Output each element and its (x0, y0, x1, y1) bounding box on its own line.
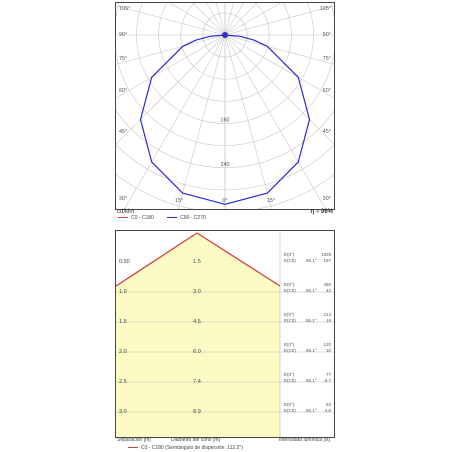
polar-center-marker (222, 32, 228, 38)
efficiency-label: η = 96% (310, 209, 333, 215)
col-label-separation: Separación [m] (117, 437, 151, 443)
legend-swatch-c0 (118, 216, 128, 219)
angle-label-left: 30° (119, 196, 127, 202)
cone-ec-label: E(C0) (284, 378, 296, 383)
cone-e0-label: E(0°) (284, 342, 295, 347)
cone-separation: 2.5 (119, 379, 127, 385)
angle-label-right: 30° (323, 196, 331, 202)
cone-ec-angle: 56.1° (306, 378, 317, 383)
polar-spoke (224, 3, 282, 36)
cone-ec-value: 42 (326, 288, 332, 293)
cone-diameter: 8.9 (193, 409, 201, 415)
polar-legend: C0 - C180 C90 - C270 (118, 215, 218, 221)
angle-label-right: 75° (323, 56, 331, 62)
cone-ec-label: E(C0) (284, 288, 296, 293)
radial-tick-label: 160 (220, 118, 229, 124)
cone-separation: 3.0 (119, 409, 127, 415)
angle-label-right: 60° (323, 88, 331, 94)
cone-e0-label: E(0°) (284, 252, 295, 257)
angle-label-right: 105° (320, 6, 331, 12)
cone-separation: 1.5 (119, 319, 127, 325)
cone-ec-value: 19 (326, 318, 332, 323)
angle-label-left: 15° (175, 198, 183, 204)
col-label-diameter: Diámetro del cono [m] (171, 437, 220, 443)
cone-separation: 0.50 (119, 259, 130, 265)
cone-e0-value: 53 (326, 402, 332, 407)
polar-spoke (116, 34, 226, 65)
polar-spoke (116, 5, 226, 36)
cone-ec-value: 6.7 (325, 378, 332, 383)
col-label-intensity: Intensidad lumínica [lx] (279, 437, 330, 443)
cone-line-right (196, 232, 281, 287)
angle-label-right: 45° (323, 129, 331, 135)
legend-swatch-c90 (167, 216, 178, 219)
cone-ec-angle: 56.1° (306, 408, 317, 413)
cone-diameter: 1.5 (193, 259, 201, 265)
polar-spoke (224, 34, 272, 209)
cone-e0-label: E(0°) (284, 312, 295, 317)
cone-diameter: 7.4 (193, 379, 201, 385)
polar-diagram: 105° 90° 75° 60° 45° 30° 15° 105° 90° 75° 60° 45° 30… (115, 2, 335, 210)
polar-spoke (224, 5, 334, 36)
cone-legend-label: C0 - C180 (Semiángulo de dispersión: 112… (141, 445, 243, 451)
cone-ec-label: E(C0) (284, 408, 296, 413)
cone-e0-value: 1929 (321, 252, 332, 257)
polar-grid (116, 3, 334, 209)
cone-diagram-panel: 0.50 1.5 E(0°) 1929 E(C0) 56.1° 167 1.0 3.0 E(0°)… (115, 230, 335, 438)
cone-ec-angle: 56.1° (306, 288, 317, 293)
cone-separation: 1.0 (119, 289, 127, 295)
cone-fill (116, 233, 280, 437)
angle-label-right: 90° (323, 32, 331, 38)
cone-ec-value: 4.6 (325, 408, 332, 413)
cone-e0-value: 120 (323, 342, 331, 347)
cone-ec-label: E(C0) (284, 258, 296, 263)
cone-ec-angle: 56.1° (306, 258, 317, 263)
cone-e0-value: 77 (326, 372, 332, 377)
legend-label-c90: C90 - C270 (180, 215, 206, 221)
cone-ec-angle: 56.1° (306, 318, 317, 323)
cone-line-left (115, 232, 198, 287)
polar-spoke (116, 34, 226, 99)
angle-label-left: 90° (119, 32, 127, 38)
angle-label-left: 75° (119, 56, 127, 62)
cone-ec-value: 10 (326, 348, 332, 353)
polar-spoke (224, 34, 326, 209)
angle-label-bottom: 0° (222, 198, 227, 204)
angle-label-left: 105° (119, 6, 130, 12)
cone-diameter: 4.5 (193, 319, 201, 325)
angle-label-right: 15° (267, 198, 275, 204)
unit-label: cd/klm (117, 209, 135, 215)
radial-tick-label: 240 (220, 162, 229, 168)
cone-legend: C0 - C180 (Semiángulo de dispersión: 112… (128, 445, 243, 451)
polar-footer: cd/klm η = 96% (115, 209, 335, 223)
cone-legend-swatch (128, 446, 138, 449)
polar-spoke (168, 3, 226, 36)
cone-ec-angle: 56.1° (306, 348, 317, 353)
cone-e0-value: 480 (323, 282, 331, 287)
cone-diameter: 3.0 (193, 289, 201, 295)
angle-label-left: 45° (119, 129, 127, 135)
cone-diagram: 0.50 1.5 E(0°) 1929 E(C0) 56.1° 167 1.0 3.0 E(0°)… (115, 230, 335, 438)
cone-diameter: 6.0 (193, 349, 201, 355)
legend-label-c0: C0 - C180 (131, 215, 154, 221)
cone-ec-label: E(C0) (284, 348, 296, 353)
angle-label-left: 60° (119, 88, 127, 94)
polar-spoke (116, 34, 226, 145)
polar-diagram-panel: 105° 90° 75° 60° 45° 30° 15° 105° 90° 75° 60° 45° 30… (115, 2, 335, 210)
polar-spoke (124, 34, 226, 209)
cone-ec-value: 167 (323, 258, 331, 263)
polar-spoke (224, 34, 334, 65)
cone-e0-label: E(0°) (284, 372, 295, 377)
polar-spoke (224, 34, 334, 99)
series-c90-c270 (139, 34, 311, 205)
cone-e0-value: 213 (323, 312, 331, 317)
cone-separation: 2.0 (119, 349, 127, 355)
cone-e0-label: E(0°) (284, 282, 295, 287)
cone-ec-label: E(C0) (284, 318, 296, 323)
polar-spoke (224, 34, 334, 145)
polar-spoke (178, 34, 226, 209)
cone-e0-label: E(0°) (284, 402, 295, 407)
